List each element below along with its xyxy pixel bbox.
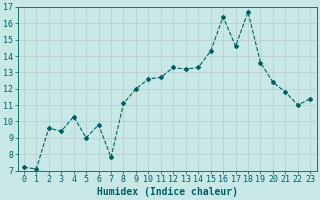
X-axis label: Humidex (Indice chaleur): Humidex (Indice chaleur) [97,186,237,197]
